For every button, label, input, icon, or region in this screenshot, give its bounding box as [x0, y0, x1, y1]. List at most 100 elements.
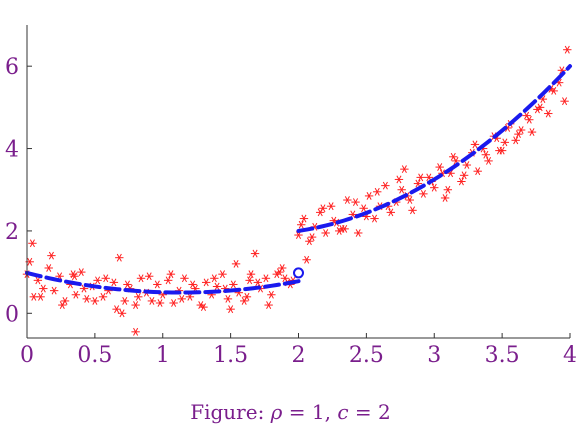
data-point: [470, 140, 480, 149]
data-point: [246, 270, 256, 279]
data-point: [166, 270, 176, 279]
data-point: [535, 103, 545, 112]
x-tick-label: 2.5: [349, 343, 384, 368]
data-point: [120, 297, 129, 305]
data-point: [516, 126, 526, 134]
data-point: [70, 272, 79, 281]
data-point: [47, 251, 56, 260]
data-point: [305, 237, 314, 246]
data-point: [544, 109, 553, 118]
data-point: [416, 173, 425, 182]
data-point: [180, 274, 189, 283]
data-point: [370, 214, 379, 223]
data-point: [131, 301, 140, 309]
data-point: [459, 171, 469, 180]
data-point: [359, 204, 368, 213]
data-point: [28, 239, 37, 248]
data-point: [117, 309, 127, 318]
data-point: [405, 196, 415, 204]
data-point: [394, 175, 404, 184]
data-point: [373, 187, 382, 196]
fit-segment-1: [25, 270, 301, 295]
y-tick-label: 2: [5, 220, 19, 245]
data-point: [44, 264, 53, 272]
data-point: [144, 272, 154, 281]
data-point: [440, 194, 450, 202]
break-marker: [293, 267, 304, 279]
data-point: [250, 249, 260, 258]
data-point: [497, 146, 507, 155]
data-point: [136, 274, 146, 283]
y-tick-label: 4: [5, 138, 19, 163]
data-point: [49, 286, 59, 295]
caption-c-value: = 2: [348, 400, 391, 424]
data-point: [29, 292, 38, 301]
data-point: [435, 163, 444, 171]
x-tick-label: 3: [427, 343, 441, 368]
data-point: [457, 177, 466, 186]
data-point: [115, 253, 124, 262]
data-point: [351, 198, 360, 206]
data-point: [240, 297, 249, 305]
x-tick-label: 3.5: [485, 343, 520, 368]
data-point: [112, 305, 121, 314]
data-point: [386, 208, 396, 217]
caption-rho-value: = 1,: [282, 400, 338, 424]
data-point: [335, 227, 344, 235]
data-point: [514, 130, 523, 139]
data-point: [264, 301, 273, 309]
axes: [26, 25, 571, 339]
data-point: [278, 264, 287, 272]
caption-c-symbol: c: [337, 400, 349, 424]
y-tick-label: 0: [5, 302, 19, 327]
data-point: [98, 292, 108, 301]
data-point: [134, 292, 143, 301]
data-point: [109, 278, 119, 287]
data-point: [364, 192, 374, 200]
data-point: [93, 276, 102, 285]
x-tick-label: 2: [292, 343, 306, 368]
caption-rho-symbol: ρ: [270, 400, 283, 424]
y-tick-label: 6: [5, 55, 19, 80]
data-point: [354, 229, 363, 237]
data-point: [242, 292, 252, 301]
data-point: [299, 214, 309, 223]
x-tick-label: 1.5: [213, 343, 248, 368]
data-point: [169, 299, 178, 307]
data-point: [188, 280, 197, 289]
data-point: [343, 196, 352, 204]
data-point: [484, 157, 493, 165]
data-point: [397, 185, 406, 194]
data-point: [82, 294, 91, 303]
data-point: [525, 115, 534, 124]
x-tick-label: 0: [20, 343, 34, 368]
data-point: [223, 294, 233, 303]
data-point: [280, 274, 290, 283]
scatter-points: [22, 45, 572, 336]
data-point: [147, 297, 157, 305]
data-point: [321, 229, 330, 237]
data-point: [77, 268, 86, 277]
data-point: [131, 327, 140, 336]
data-point: [527, 128, 537, 136]
data-point: [267, 290, 276, 299]
data-point: [522, 111, 531, 120]
data-point: [210, 274, 219, 283]
data-point: [60, 297, 70, 305]
data-point: [302, 255, 311, 264]
data-point: [245, 276, 254, 285]
data-point: [229, 280, 238, 289]
data-point: [462, 161, 472, 169]
data-point: [500, 138, 510, 147]
data-point: [443, 185, 453, 194]
data-point: [419, 189, 428, 198]
data-point: [307, 233, 317, 242]
data-point: [400, 165, 409, 174]
data-point: [253, 278, 262, 287]
data-point: [58, 301, 67, 309]
data-point: [326, 202, 336, 211]
data-point: [511, 136, 520, 145]
data-point: [481, 150, 491, 159]
data-point: [560, 97, 569, 106]
data-point: [563, 45, 572, 54]
